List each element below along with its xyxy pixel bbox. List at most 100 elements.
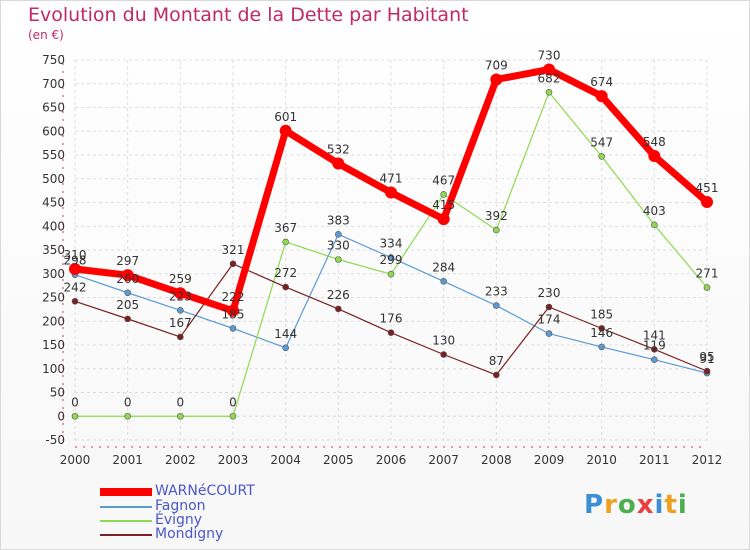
data-label-vigny: 392 — [485, 209, 508, 223]
y-unit-label: (en €) — [28, 28, 64, 42]
data-point-mondigny — [387, 329, 395, 336]
y-tick-label: 600 — [42, 124, 65, 138]
data-label-warncourt: 548 — [643, 135, 666, 149]
data-point-warncourt — [227, 304, 239, 317]
data-point-warncourt — [437, 213, 450, 226]
y-tick-label: 150 — [42, 338, 65, 352]
data-label-vigny: 0 — [71, 395, 79, 409]
data-point-fagnon — [387, 254, 395, 261]
data-label-fagnon: 383 — [327, 213, 350, 227]
data-point-fagnon — [229, 325, 237, 332]
y-tick-label: 700 — [42, 77, 65, 91]
x-axis-ticks: 2000 2001 2002 2003 2004 2005 2006 2007 2008 2009… — [60, 453, 723, 467]
data-label-mondigny: 141 — [643, 328, 666, 342]
x-tick-label: 2003 — [218, 453, 249, 467]
data-point-fagnon — [651, 356, 658, 364]
y-tick-label: 500 — [42, 172, 65, 186]
data-label-vigny: 403 — [643, 204, 666, 218]
y-tick-label: 400 — [42, 219, 65, 233]
data-label-vigny: 330 — [327, 239, 350, 253]
x-tick-label: 2011 — [639, 453, 670, 467]
x-tick-label: 2002 — [165, 453, 196, 467]
data-point-fagnon — [282, 344, 289, 352]
data-point-vigny — [545, 89, 553, 96]
data-point-mondigny — [493, 371, 500, 379]
data-point-mondigny — [545, 303, 553, 311]
data-point-warncourt — [490, 73, 503, 86]
legend-label-mondigny: Mondigny — [155, 526, 224, 542]
data-point-vigny — [651, 221, 658, 229]
data-point-fagnon — [177, 307, 184, 314]
data-label-fagnon: 334 — [380, 237, 403, 251]
data-point-vigny — [493, 226, 500, 234]
x-tick-label: 2006 — [376, 453, 407, 467]
data-label-vigny: 299 — [380, 253, 403, 267]
data-point-mondigny — [71, 297, 79, 305]
y-tick-label: 750 — [42, 53, 65, 67]
data-point-vigny — [440, 191, 447, 198]
data-point-warncourt — [701, 196, 713, 209]
y-tick-label: 450 — [42, 196, 65, 210]
data-point-fagnon — [493, 302, 500, 309]
x-tick-label: 2000 — [60, 453, 91, 467]
data-label-mondigny: 95 — [699, 350, 714, 364]
data-label-warncourt: 297 — [116, 254, 139, 268]
x-tick-label: 2008 — [481, 453, 512, 467]
data-label-vigny: 271 — [696, 267, 719, 281]
legend-label-evigny: Évigny — [155, 512, 203, 528]
data-point-vigny — [335, 256, 342, 263]
data-label-vigny: 467 — [432, 173, 455, 187]
legend-swatch-evigny — [100, 520, 152, 522]
data-label-warncourt: 222 — [222, 290, 245, 304]
data-label-vigny: 0 — [124, 395, 132, 409]
y-tick-label: 100 — [42, 362, 65, 376]
y-tick-label: 250 — [42, 291, 65, 305]
axes — [62, 55, 707, 448]
data-point-warncourt — [595, 90, 608, 103]
x-tick-label: 2012 — [692, 453, 723, 467]
data-label-warncourt: 674 — [590, 75, 613, 89]
y-tick-label: 650 — [42, 101, 65, 115]
x-tick-label: 2007 — [428, 453, 459, 467]
data-point-mondigny — [440, 351, 447, 358]
data-point-fagnon — [335, 231, 342, 238]
x-tick-label: 2010 — [586, 453, 617, 467]
data-label-fagnon: 260 — [116, 272, 139, 286]
data-label-fagnon: 233 — [485, 285, 508, 299]
data-point-warncourt — [121, 269, 134, 282]
data-label-warncourt: 310 — [64, 248, 87, 262]
y-tick-label: 300 — [42, 267, 65, 281]
data-point-warncourt — [332, 157, 345, 170]
data-label-warncourt: 451 — [696, 181, 719, 195]
y-tick-label: 0 — [57, 409, 65, 423]
data-point-fagnon — [545, 330, 553, 337]
proxiti-logo: Proxiti — [584, 490, 688, 520]
y-axis-ticks: -50 0 50 100 150 200 250 300 350 400 450 500 550 600 6… — [42, 53, 65, 447]
legend-label-warnecourt: WARNéCOURT — [155, 483, 255, 499]
data-point-warncourt — [174, 287, 187, 300]
x-tick-label: 2004 — [270, 453, 301, 467]
data-point-mondigny — [124, 315, 131, 323]
legend-swatch-fagnon — [100, 506, 152, 508]
data-label-vigny: 547 — [590, 135, 613, 149]
data-label-vigny: 367 — [274, 221, 297, 235]
data-label-mondigny: 130 — [432, 334, 455, 348]
data-point-warncourt — [279, 124, 292, 137]
y-tick-label: -50 — [45, 433, 65, 447]
legend-swatch-warnecourt — [100, 488, 152, 496]
data-point-vigny — [71, 412, 79, 420]
data-label-mondigny: 87 — [489, 354, 504, 368]
y-tick-label: 550 — [42, 148, 65, 162]
data-point-warncourt — [69, 263, 81, 275]
data-point-mondigny — [598, 325, 605, 332]
data-label-mondigny: 176 — [380, 312, 403, 326]
data-label-fagnon: 185 — [222, 307, 245, 321]
data-labels: 310 297 259 222 601 532 471 415 709 730 674 548 451 2… — [64, 49, 719, 410]
y-tick-label: 200 — [42, 314, 65, 328]
data-label-fagnon: 146 — [590, 326, 613, 340]
data-point-mondigny — [177, 333, 184, 341]
data-label-warncourt: 532 — [327, 143, 350, 157]
legend-swatch-mondigny — [100, 534, 152, 536]
data-label-vigny: 0 — [229, 395, 237, 409]
